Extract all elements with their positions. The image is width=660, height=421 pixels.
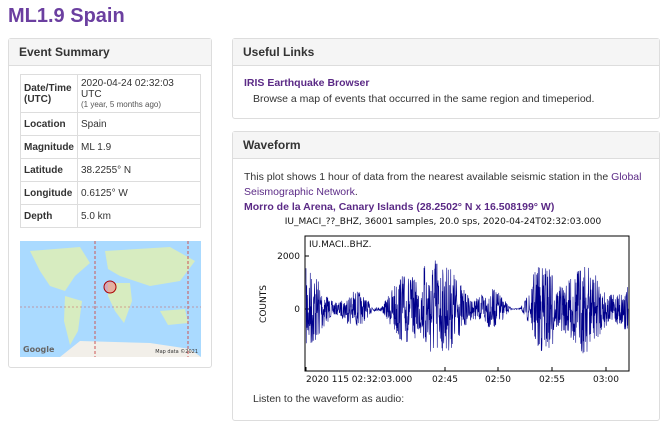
summary-table: Date/Time (UTC) 2020-04-24 02:32:03 UTC (1…: [20, 74, 201, 228]
intro-text: This plot shows 1 hour of data from the …: [244, 171, 609, 183]
land: [30, 247, 201, 357]
row-value: 2020-04-24 02:32:03 UTC (1 year, 5 months…: [77, 74, 201, 113]
summary-row: Location Spain: [20, 112, 201, 136]
summary-row: Longitude 0.6125° W: [20, 181, 201, 205]
event-marker: [103, 280, 117, 294]
x-tick-label: 02:50: [485, 375, 511, 385]
waveform-plot: IU_MACI_??_BHZ, 36001 samples, 20.0 sps,…: [253, 214, 639, 397]
y-tick-label: 0: [294, 305, 300, 315]
panel-heading: Useful Links: [233, 39, 659, 66]
row-value: Spain: [77, 112, 201, 136]
row-label: Magnitude: [20, 135, 78, 159]
summary-row: Date/Time (UTC) 2020-04-24 02:32:03 UTC (1…: [20, 74, 201, 113]
row-value: ML 1.9: [77, 135, 201, 159]
x-tick-label: 03:00: [593, 375, 619, 385]
map: Google Map data ©2021: [20, 241, 201, 357]
plot-title: IU_MACI_??_BHZ, 36001 samples, 20.0 sps,…: [285, 217, 602, 227]
row-value-text: Spain: [81, 118, 107, 130]
y-tick-label: 2000: [277, 252, 300, 262]
row-value-text: 38.2255° N: [81, 164, 132, 176]
map-copyright: Map data ©2021: [155, 348, 198, 355]
trace: [305, 260, 629, 354]
panel-heading: Event Summary: [9, 39, 211, 66]
links-panel: Useful Links IRIS Earthquake Browser Bro…: [232, 38, 660, 119]
row-value-text: 0.6125° W: [81, 187, 128, 199]
row-label: Date/Time (UTC): [20, 74, 78, 113]
y-axis-label: COUNTS: [259, 285, 269, 323]
map-attribution: Google: [23, 345, 55, 354]
audio-label: Listen to the waveform as audio:: [253, 393, 405, 405]
row-value-text: 5.0 km: [81, 210, 112, 222]
row-label: Latitude: [20, 158, 78, 182]
intro-end: .: [354, 186, 358, 198]
waveform-intro: This plot shows 1 hour of data from the …: [244, 170, 654, 200]
row-value: 0.6125° W: [77, 181, 201, 205]
x-tick-label: 02:45: [432, 375, 458, 385]
channel-label: IU.MACI..BHZ.: [309, 240, 372, 250]
x-tick-label: 2020 115 02:32:03.000: [306, 375, 413, 385]
waveform-panel: Waveform This plot shows 1 hour of data …: [232, 131, 660, 421]
row-note: (1 year, 5 months ago): [81, 100, 162, 109]
summary-row: Depth 5.0 km: [20, 204, 201, 228]
station: Morro de la Arena, Canary Islands (28.25…: [244, 201, 555, 213]
row-value-text: 2020-04-24 02:32:03 UTC: [81, 78, 174, 100]
summary-row: Magnitude ML 1.9: [20, 135, 201, 159]
link-description: Browse a map of events that occurred in …: [253, 93, 595, 105]
link[interactable]: IRIS Earthquake Browser: [244, 77, 370, 89]
page: ML1.9 Spain Event Summary Date/Time (UTC…: [8, 5, 660, 421]
page-title: ML1.9 Spain: [8, 5, 125, 27]
row-value: 38.2255° N: [77, 158, 201, 182]
row-value-text: ML 1.9: [81, 141, 112, 153]
plot-frame: [304, 235, 630, 372]
row-label: Depth: [20, 204, 78, 228]
summary-row: Latitude 38.2255° N: [20, 158, 201, 182]
event-summary-panel: Event Summary Date/Time (UTC) 2020-04-24 …: [8, 38, 212, 368]
panel-heading: Waveform: [233, 132, 659, 159]
link[interactable]: Global Seismographic Network: [244, 171, 642, 198]
row-label: Location: [20, 112, 78, 136]
x-tick-label: 02:55: [539, 375, 565, 385]
row-label: Longitude: [20, 181, 78, 205]
row-value: 5.0 km: [77, 204, 201, 228]
